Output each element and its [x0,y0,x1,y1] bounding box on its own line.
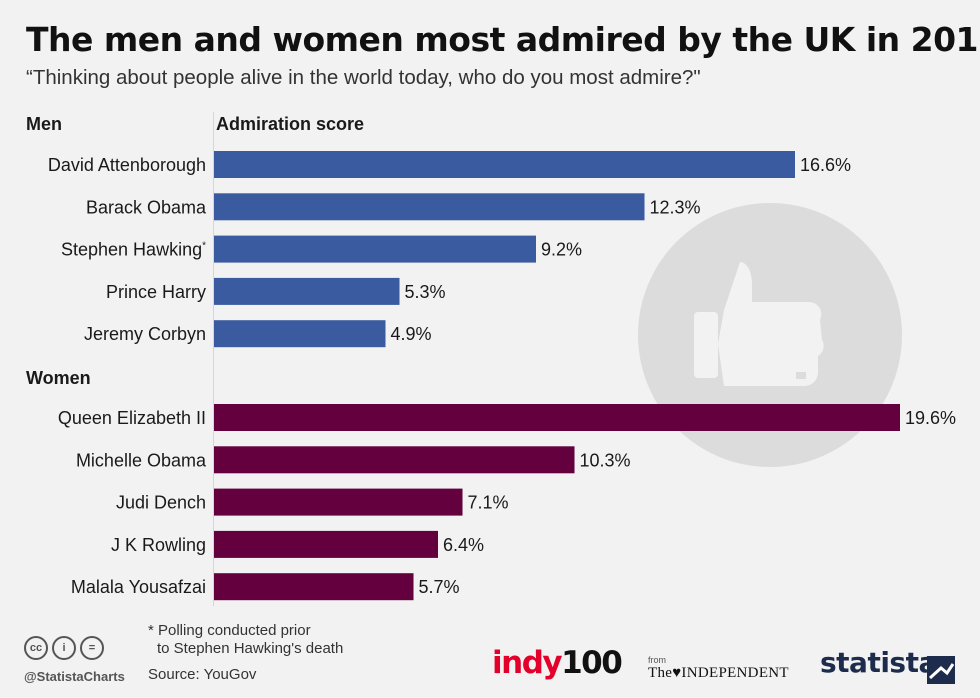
women-header: Women [26,368,91,388]
chart-title: The men and women most admired by the UK… [26,20,980,59]
category-label-michelle-obama: Michelle Obama [76,450,207,470]
bar-david-attenborough [214,151,795,178]
indy100-logo[interactable]: indy100 [492,645,623,681]
footnote-marker: * [202,241,206,252]
category-label-jeremy-corbyn: Jeremy Corbyn [84,324,206,344]
bar-malala-yousafzai [214,573,414,601]
cc-icon: cc [24,636,48,660]
bar-judi-dench [214,488,463,516]
cc-license-icons: cc i = [24,636,104,660]
statista-logo[interactable]: statista [820,646,937,679]
bar-j-k-rowling [214,530,438,558]
independent-logo[interactable]: The♥INDEPENDENT [648,665,789,681]
category-label-stephen-hawking: Stephen Hawking* [61,240,206,260]
category-label-j-k-rowling: J K Rowling [111,535,206,555]
men-header: Men [26,114,62,134]
bar-barack-obama [214,193,645,221]
category-label-queen-elizabeth-ii: Queen Elizabeth II [58,408,206,428]
category-label-judi-dench: Judi Dench [116,493,206,513]
bar-jeremy-corbyn [214,320,386,348]
value-label-queen-elizabeth-ii: 19.6% [905,408,956,428]
footnote-line-2: to Stephen Hawking's death [157,640,344,657]
value-label-malala-yousafzai: 5.7% [419,577,460,597]
value-label-stephen-hawking: 9.2% [541,240,582,260]
score-header: Admiration score [216,114,365,134]
category-label-david-attenborough: David Attenborough [48,155,206,175]
value-label-j-k-rowling: 6.4% [443,535,484,555]
bar-michelle-obama [214,446,575,474]
value-label-barack-obama: 12.3% [650,197,701,217]
value-label-david-attenborough: 16.6% [800,155,851,175]
chart-subtitle: “Thinking about people alive in the worl… [26,66,701,89]
from-label: from [648,655,666,665]
thumbs-up-icon [638,203,902,467]
bar-queen-elizabeth-ii [214,404,900,431]
value-label-prince-harry: 5.3% [405,282,446,302]
statista-mark-icon [927,656,955,684]
bar-prince-harry [214,277,400,305]
value-label-judi-dench: 7.1% [468,493,509,513]
footnote: * Polling conducted prior to Stephen Haw… [148,622,343,658]
attribution-icon: i [52,636,76,660]
no-derivatives-icon: = [80,636,104,660]
value-label-michelle-obama: 10.3% [580,450,631,470]
indy-logo-part: indy [492,645,563,681]
bars-layer: David Attenborough 16.6% Barack Obama 12.3%… [48,151,956,601]
category-label-malala-yousafzai: Malala Yousafzai [71,577,206,597]
statista-handle: @StatistaCharts [24,669,125,684]
footnote-line-1: * Polling conducted prior [148,622,311,639]
source-text: Source: YouGov [148,666,257,683]
bar-stephen-hawking [214,235,536,263]
axis-divider [213,112,214,606]
indy-logo-number: 100 [561,645,623,681]
value-label-jeremy-corbyn: 4.9% [391,324,432,344]
category-label-barack-obama: Barack Obama [86,197,207,217]
category-label-prince-harry: Prince Harry [106,282,206,302]
